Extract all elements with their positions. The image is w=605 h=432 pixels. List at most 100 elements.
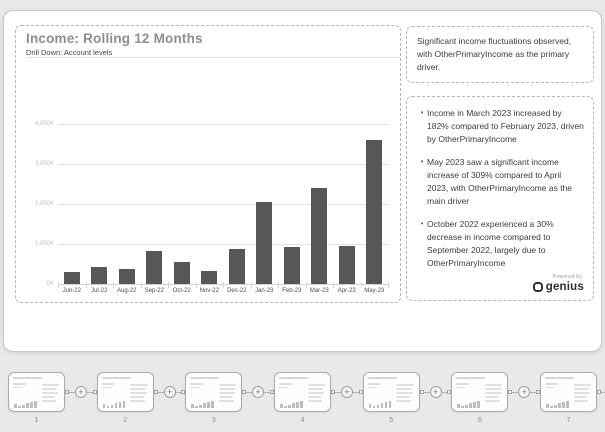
genius-brand: genius	[532, 281, 584, 293]
connector-handle-icon	[270, 390, 275, 394]
thumb-right-column	[484, 383, 503, 409]
bar-Aug-22[interactable]	[118, 268, 135, 284]
x-axis-label: Feb-23	[282, 288, 302, 294]
thumb-mini-bar	[469, 403, 472, 408]
add-slide-button[interactable]: +	[340, 386, 353, 398]
slide-thumbnail-preview[interactable]	[96, 372, 154, 412]
thumb-mini-bar	[288, 404, 291, 408]
gridline	[58, 244, 388, 245]
bullet-icon: •	[420, 219, 424, 229]
bar-May-23[interactable]	[366, 140, 383, 284]
x-axis-label: Dec-22	[227, 288, 247, 294]
thumb-text-line	[484, 396, 499, 398]
genius-brand-name: genius	[545, 281, 584, 293]
insights-panel: • Income in March 2023 increased by 182% …	[406, 96, 594, 301]
thumb-mini-bar	[18, 405, 21, 408]
title-divider	[26, 57, 399, 58]
bar-Jan-23[interactable]	[256, 201, 273, 284]
slide-number: 2	[123, 417, 128, 424]
thumb-mini-bar	[284, 405, 287, 408]
thumb-text-line	[41, 384, 60, 386]
bar-Sep-22[interactable]	[146, 251, 163, 284]
slide-thumbnail-preview[interactable]	[185, 372, 243, 412]
axis-tick	[223, 282, 224, 288]
thumb-text-line	[396, 392, 413, 394]
connector-line	[441, 391, 448, 393]
thumb-body	[456, 383, 503, 409]
thumb-mini-bar	[26, 403, 29, 408]
x-axis-label: Mar-23	[309, 288, 329, 294]
x-axis-label: Sep-22	[144, 288, 164, 294]
slide-connector: +	[242, 372, 275, 412]
slide-number: 4	[300, 417, 305, 424]
thumb-text-line	[484, 388, 501, 390]
thumb-text-line	[279, 386, 288, 388]
axis-tick	[305, 282, 307, 288]
thumb-mini-bar	[457, 404, 460, 408]
slide-thumbnail-preview[interactable]	[540, 372, 598, 412]
add-slide-button[interactable]: +	[252, 386, 265, 398]
thumb-mini-bars	[280, 400, 303, 408]
thumb-text-line	[101, 386, 111, 388]
slide-connector: +	[65, 372, 97, 412]
bar-Oct-22[interactable]	[173, 262, 190, 284]
thumb-text-line	[573, 392, 591, 394]
slide-connector-tail	[597, 372, 605, 412]
thumb-text-line	[307, 396, 322, 398]
thumb-mini-bar	[199, 404, 202, 408]
axis-tick	[360, 282, 362, 288]
thumb-mini-bar	[368, 404, 372, 408]
bar-slot	[223, 124, 251, 284]
thumb-body	[367, 383, 415, 409]
bar-Dec-22[interactable]	[228, 249, 245, 284]
powered-by-block: Powered by genius	[532, 274, 584, 293]
connector-handle-icon	[419, 390, 424, 394]
connector-handle-icon	[447, 390, 452, 394]
bar-Jul-22[interactable]	[91, 266, 108, 284]
connector-handle-icon	[508, 390, 513, 394]
insight-item: • Income in March 2023 increased by 182% …	[417, 107, 584, 145]
thumb-mini-bar	[388, 400, 392, 408]
thumb-mini-bar	[372, 405, 376, 408]
summary-panel: Significant income fluctuations observed…	[406, 26, 594, 83]
slide-thumbnail-preview[interactable]	[451, 372, 509, 412]
thumb-mini-bar	[211, 400, 214, 408]
summary-text: Significant income fluctuations observed…	[417, 36, 572, 73]
thumb-text-line	[13, 386, 22, 388]
thumb-mini-bars	[546, 400, 569, 408]
chart-panel: Income: Rolling 12 Months Drill Down: Ac…	[15, 25, 401, 303]
connector-handle-icon	[358, 390, 363, 394]
thumb-body	[545, 383, 592, 409]
slide-thumbnail-preview[interactable]	[274, 372, 332, 412]
add-slide-button[interactable]: +	[74, 386, 87, 398]
slide-thumbnail-preview[interactable]	[362, 372, 420, 412]
thumb-text-line	[41, 388, 58, 390]
add-slide-button[interactable]: +	[429, 386, 442, 398]
bar-Feb-23[interactable]	[283, 247, 300, 284]
thumb-mini-bars	[102, 400, 126, 408]
thumb-text-line	[396, 384, 414, 386]
add-slide-button[interactable]: +	[518, 386, 531, 398]
slide-number: 6	[477, 417, 482, 424]
slide-connector: +	[419, 372, 452, 412]
thumb-mini-bar	[566, 400, 569, 408]
thumb-right-column	[218, 383, 237, 409]
thumb-text-line	[484, 400, 500, 402]
slide-connector: +	[153, 372, 186, 412]
genius-logo-icon	[532, 282, 543, 292]
thumb-text-line	[130, 392, 147, 394]
bar-Nov-22[interactable]	[201, 271, 218, 284]
y-axis-label: 0K	[46, 281, 54, 287]
add-slide-button[interactable]: +	[163, 386, 176, 398]
thumb-text-line	[130, 384, 148, 386]
thumb-mini-bar	[14, 404, 17, 408]
bar-Jun-22[interactable]	[63, 272, 80, 284]
bar-Mar-23[interactable]	[311, 188, 328, 284]
thumb-text-line	[13, 383, 26, 385]
powered-by-label: Powered by	[552, 274, 582, 280]
slide-thumbnail-preview[interactable]	[8, 372, 65, 412]
thumb-mini-bars	[14, 400, 37, 408]
slide-number: 1	[34, 417, 39, 424]
bar-Apr-23[interactable]	[338, 246, 355, 284]
